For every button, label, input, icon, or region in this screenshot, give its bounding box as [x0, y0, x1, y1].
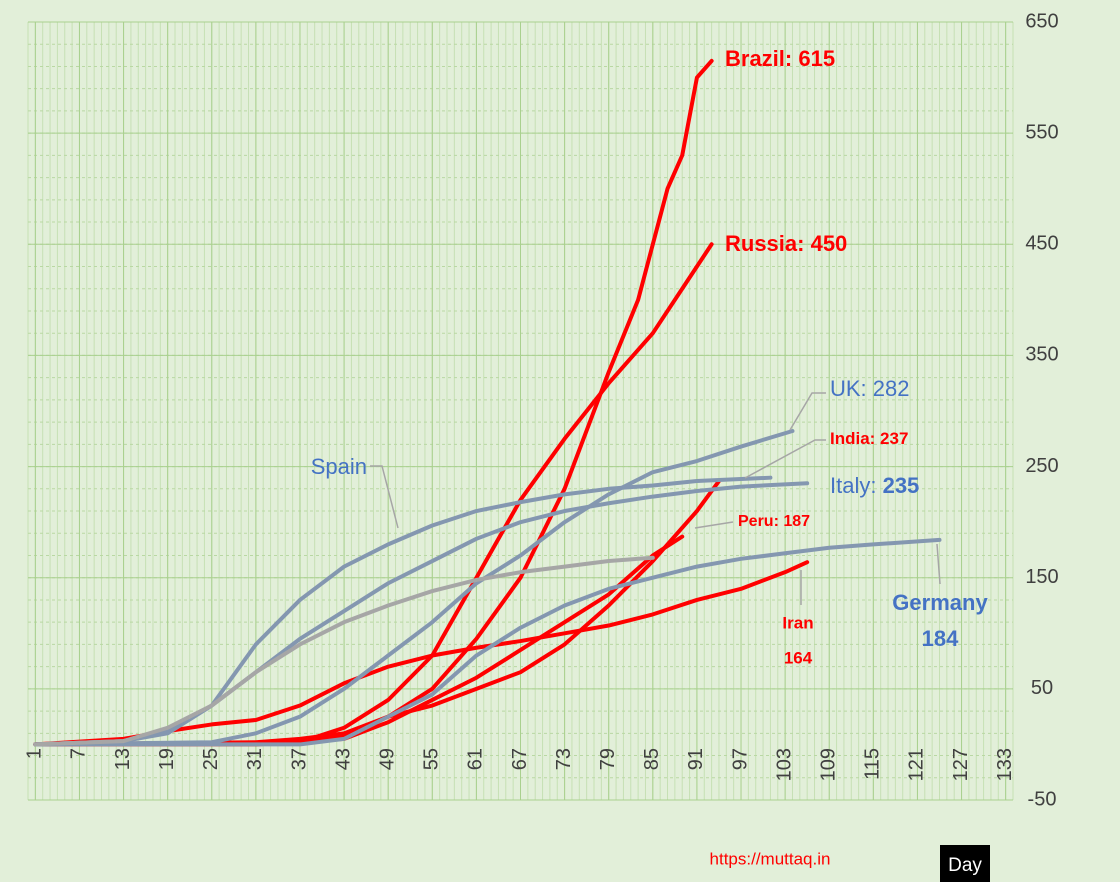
y-tick-label: 550 — [1025, 121, 1058, 143]
series-line — [33, 475, 773, 747]
x-tick-label: 55 — [421, 748, 443, 770]
x-tick-label: 61 — [465, 748, 487, 770]
series-label-part: India: 237 — [830, 429, 908, 448]
series-label: 164 — [784, 648, 813, 667]
x-tick-label: 79 — [597, 748, 619, 770]
leader-line — [370, 465, 399, 529]
x-tick-label: 91 — [685, 748, 707, 770]
series-label: Spain — [311, 454, 367, 479]
x-tick-label: 49 — [376, 748, 398, 770]
series-line — [33, 560, 810, 747]
x-label-box — [940, 845, 990, 882]
x-tick-label: 1 — [24, 748, 46, 759]
series-label-part: 235 — [883, 473, 920, 498]
x-tick-label: 31 — [244, 748, 266, 770]
y-tick-label: 450 — [1025, 233, 1058, 255]
series-line — [33, 537, 942, 747]
x-tick-label: 19 — [156, 748, 178, 770]
series-label: Germany — [892, 590, 988, 615]
x-tick-label: 109 — [818, 748, 840, 781]
x-tick-label: 97 — [729, 748, 751, 770]
series-label-part: UK: 282 — [830, 376, 910, 401]
y-tick-label: 250 — [1025, 455, 1058, 477]
series-line — [33, 429, 795, 747]
x-tick-label: 73 — [553, 748, 575, 770]
y-tick-label: 650 — [1025, 10, 1058, 32]
series-line — [33, 555, 655, 747]
series-label: Brazil: 615 — [725, 46, 835, 71]
x-tick-label: 103 — [773, 748, 795, 781]
series-label: Italy: 235 — [830, 473, 919, 498]
x-tick-label: 121 — [906, 748, 928, 781]
series-label-part: Brazil: 615 — [725, 46, 835, 71]
y-tick-label: 50 — [1031, 677, 1053, 699]
labels: Brazil: 615 Russia: 450 India: 237 Peru: 18… — [311, 46, 989, 668]
y-tick-label: 150 — [1025, 566, 1058, 588]
y-tick-label: -50 — [1028, 788, 1057, 810]
series-label-part: Spain — [311, 454, 367, 479]
x-tick-label: 7 — [68, 748, 90, 759]
leader-line — [936, 543, 941, 585]
leader-line — [744, 439, 826, 479]
series-label-part: Italy: — [830, 473, 883, 498]
series-label: India: 237 — [830, 429, 908, 448]
series-line — [33, 479, 721, 747]
x-tick-label: 25 — [200, 748, 222, 770]
x-tick-label: 67 — [509, 748, 531, 770]
x-tick-label: 85 — [641, 748, 663, 770]
series-label: UK: 282 — [830, 376, 910, 401]
y-tick-label: 350 — [1025, 344, 1058, 366]
x-tick-label: 13 — [112, 748, 134, 770]
x-tick-label: 127 — [950, 748, 972, 781]
series-label: 184 — [922, 626, 959, 651]
series-label: Peru: 187 — [738, 513, 810, 530]
x-tick-label: 43 — [332, 748, 354, 770]
leader-line — [694, 521, 734, 529]
x-tick-label: 133 — [994, 748, 1016, 781]
grid: -50 50 150 250 350 450 550 650 1 7 13 19 25 31 37 43 49 5… — [24, 10, 1059, 810]
series-label-part: Peru: 187 — [738, 513, 810, 530]
x-tick-label: 115 — [862, 748, 884, 780]
source: https://muttaq.in — [710, 849, 831, 868]
series-label: Iran — [782, 613, 813, 632]
series-label-part: Russia: 450 — [725, 231, 847, 256]
x-axis-label: Day — [948, 855, 982, 876]
x-tick-label: 37 — [288, 748, 310, 770]
lines — [33, 58, 942, 747]
series-label: Russia: 450 — [725, 231, 847, 256]
leader-line — [789, 392, 826, 431]
